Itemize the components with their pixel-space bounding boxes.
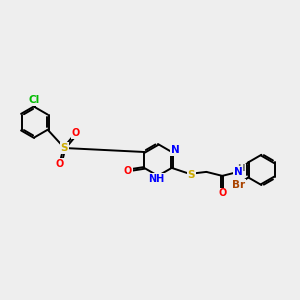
Text: NH: NH xyxy=(148,174,164,184)
Text: O: O xyxy=(218,188,226,198)
Text: N: N xyxy=(234,167,243,177)
Text: S: S xyxy=(188,170,195,181)
Text: S: S xyxy=(61,143,68,153)
Text: Cl: Cl xyxy=(29,95,40,105)
Text: N: N xyxy=(170,146,179,155)
Text: O: O xyxy=(71,128,80,138)
Text: O: O xyxy=(56,159,64,169)
Text: Br: Br xyxy=(232,180,245,190)
Text: H: H xyxy=(238,164,245,173)
Text: O: O xyxy=(124,166,132,176)
